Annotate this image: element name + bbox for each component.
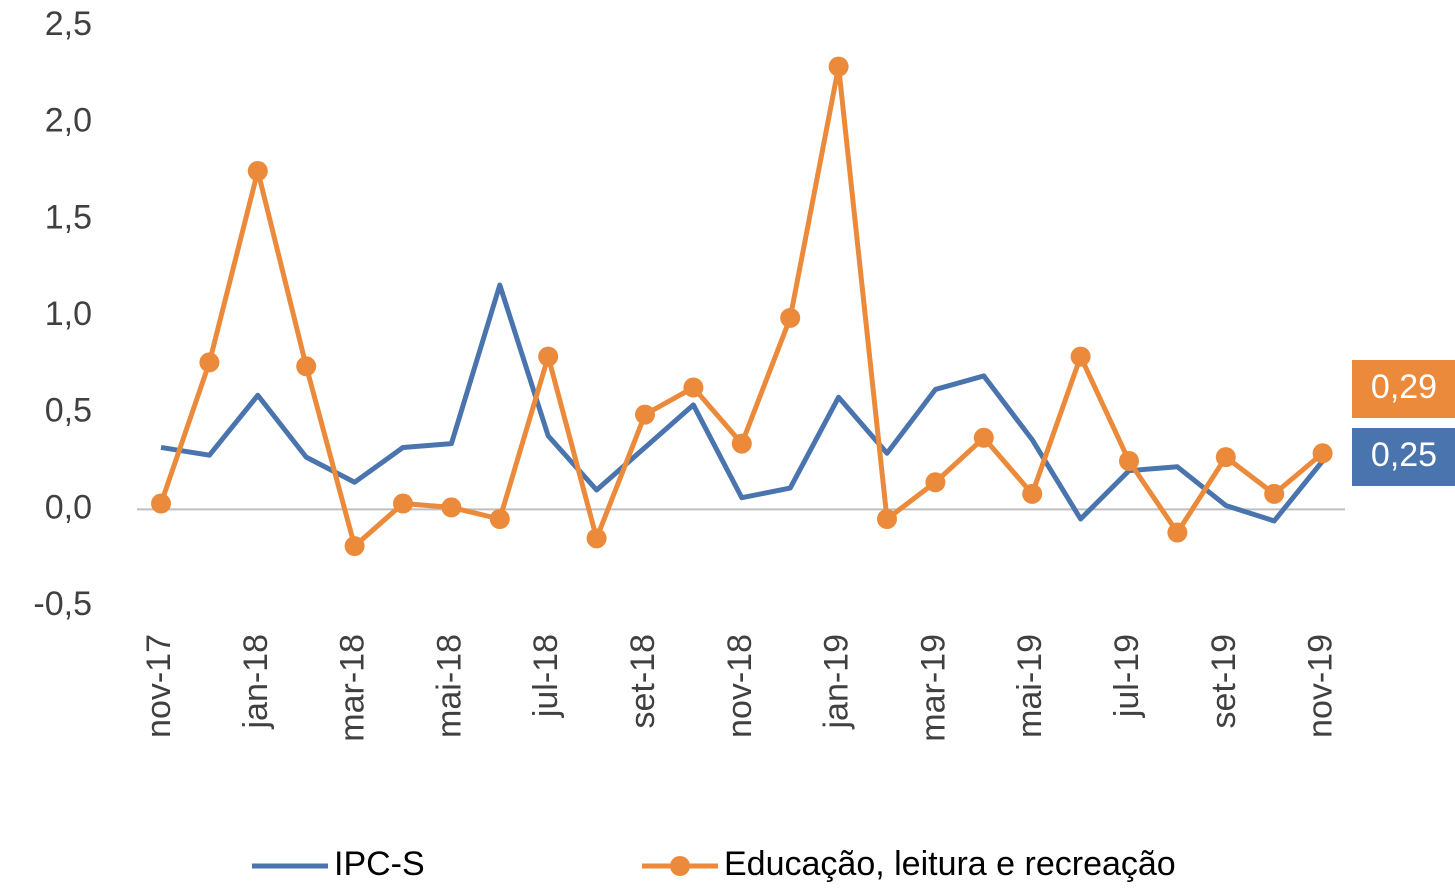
x-tick-label: mar-19 [914, 634, 952, 742]
marker [586, 528, 607, 549]
marker [683, 377, 704, 398]
data-label-box [1352, 428, 1455, 486]
marker [1070, 346, 1091, 367]
x-tick-label: jan-18 [237, 634, 275, 730]
y-tick-label: -0,5 [33, 585, 92, 623]
marker [247, 161, 268, 181]
marker [344, 536, 365, 557]
y-tick-label: 0,0 [45, 488, 92, 526]
x-tick-label: jul-19 [1108, 634, 1146, 718]
x-tick-label: jan-19 [818, 634, 856, 730]
x-tick-label: nov-18 [721, 634, 759, 738]
marker [1264, 483, 1285, 504]
y-tick-label: 1,5 [45, 198, 92, 236]
x-tick-label: mai-19 [1011, 634, 1049, 738]
marker [828, 56, 849, 77]
x-tick-label: set-19 [1205, 634, 1243, 729]
marker [489, 509, 510, 529]
marker [538, 346, 559, 367]
marker [296, 356, 317, 377]
y-tick-label: 2,5 [45, 5, 92, 43]
marker [151, 493, 171, 514]
line [158, 64, 1325, 549]
y-tick-label: 2,0 [45, 102, 92, 140]
x-tick-label: set-18 [624, 634, 662, 729]
marker [635, 404, 655, 425]
y-tick-label: 0,5 [45, 392, 92, 430]
x-tick-label: nov-17 [140, 634, 178, 738]
marker [1312, 443, 1333, 464]
marker [925, 472, 946, 493]
marker [1167, 522, 1188, 543]
x-tick-label: nov-19 [1302, 634, 1340, 738]
marker [199, 352, 220, 373]
data-label: 0,29 [1371, 368, 1437, 406]
marker [393, 493, 413, 514]
x-tick-label: mai-18 [430, 634, 468, 738]
y-tick-label: 1,0 [45, 295, 92, 333]
data-label-box [1352, 360, 1455, 418]
marker [1022, 483, 1043, 504]
legend-marker [670, 856, 690, 876]
marker [973, 427, 994, 448]
marker [441, 497, 462, 518]
marker [780, 307, 801, 328]
marker [1119, 451, 1139, 471]
marker [731, 433, 752, 454]
x-tick-label: jul-18 [527, 634, 565, 718]
marker [1215, 447, 1236, 468]
legend-label: Educação, leitura e recreação [724, 845, 1176, 883]
marker [877, 509, 897, 529]
legend-label: IPC-S [334, 845, 425, 883]
data-label: 0,25 [1371, 436, 1437, 474]
x-tick-label: mar-18 [334, 634, 372, 742]
